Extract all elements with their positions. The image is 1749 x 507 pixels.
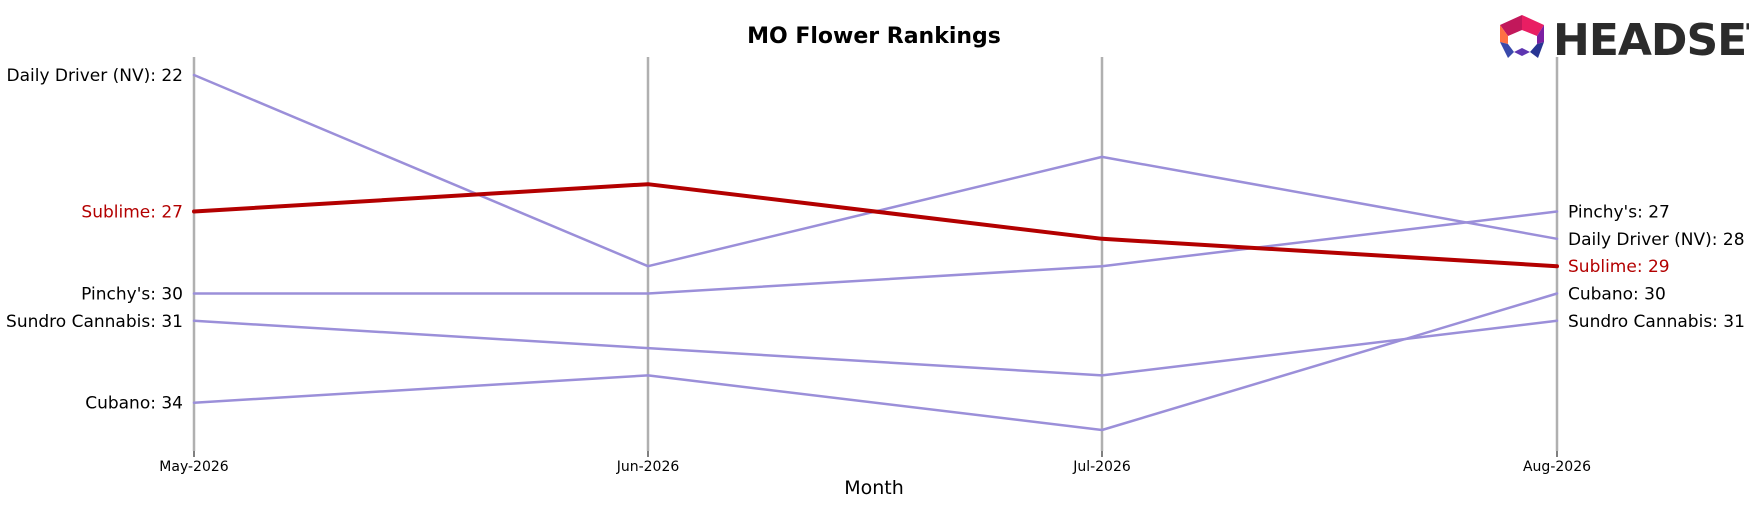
x-tick-label: Jun-2026 — [616, 459, 680, 475]
start-label-sundro-cannabis: Sundro Cannabis: 31 — [6, 312, 183, 332]
start-label-pinchy-s: Pinchy's: 30 — [81, 284, 183, 304]
x-tick-labels: May-2026 Jun-2026 Jul-2026 Aug-2026 — [159, 451, 1591, 475]
end-label-daily-driver-nv: Daily Driver (NV): 28 — [1568, 230, 1745, 250]
end-label-sundro-cannabis: Sundro Cannabis: 31 — [1568, 312, 1745, 332]
end-label-cubano: Cubano: 30 — [1568, 284, 1666, 304]
x-axis-label: Month — [844, 477, 904, 499]
headset-logo-text: HEADSET — [1553, 15, 1749, 66]
start-label-cubano: Cubano: 34 — [85, 394, 183, 414]
x-tick-label: Jul-2026 — [1072, 459, 1131, 475]
series-line-cubano — [192, 292, 1559, 432]
x-tick-label: May-2026 — [159, 459, 228, 475]
headset-logo: HEADSET — [1500, 15, 1749, 66]
series-line-sundro-cannabis — [192, 319, 1559, 377]
start-label-sublime: Sublime: 27 — [81, 203, 183, 223]
chart-title: MO Flower Rankings — [747, 24, 1001, 49]
series-line-sublime — [192, 182, 1559, 269]
series-line-daily-driver-nv — [192, 73, 1559, 268]
start-labels: Daily Driver (NV): 22 Pinchy's: 30 Sundro … — [6, 66, 183, 414]
series-line-pinchy-s — [192, 210, 1559, 295]
series-lines — [192, 73, 1559, 432]
x-tick-label: Aug-2026 — [1523, 459, 1591, 475]
month-gridlines — [192, 57, 1559, 451]
end-labels: Daily Driver (NV): 28 Pinchy's: 27 Sundro … — [1568, 203, 1745, 332]
start-label-daily-driver-nv: Daily Driver (NV): 22 — [6, 66, 183, 86]
headset-logo-icon — [1500, 15, 1544, 58]
end-label-sublime: Sublime: 29 — [1568, 257, 1670, 277]
end-label-pinchy-s: Pinchy's: 27 — [1568, 203, 1670, 223]
